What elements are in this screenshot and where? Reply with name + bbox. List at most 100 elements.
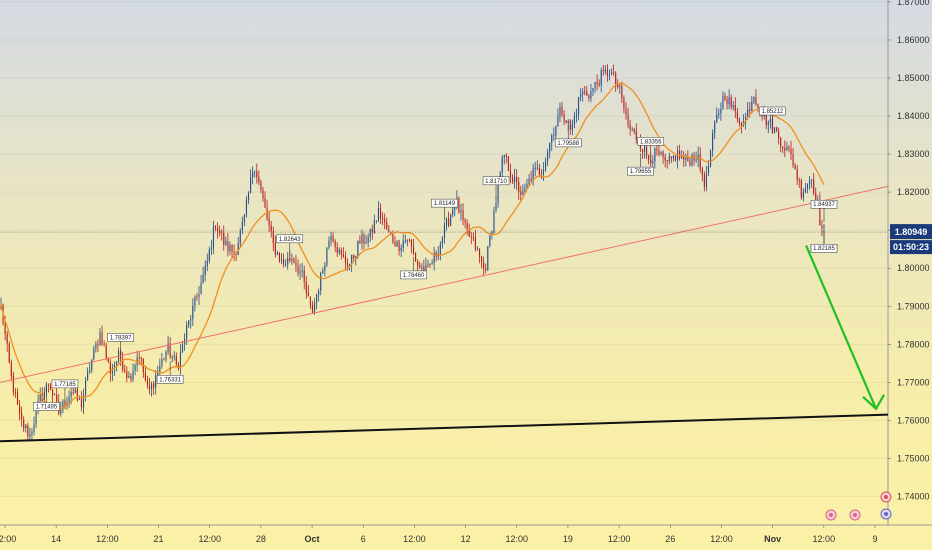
candle-body bbox=[408, 239, 410, 241]
candle-body bbox=[705, 173, 707, 187]
candle-body bbox=[21, 412, 23, 420]
annotation-box bbox=[482, 176, 510, 186]
candle-body bbox=[660, 151, 662, 155]
annotation-label: 1.83356 bbox=[640, 139, 662, 145]
economic-event-icon-dot bbox=[884, 512, 888, 516]
candle-body bbox=[662, 151, 664, 157]
candle-body bbox=[272, 231, 274, 244]
candle-body bbox=[542, 170, 545, 175]
candle-body bbox=[734, 105, 736, 112]
candle-body bbox=[732, 105, 734, 108]
candle-body bbox=[790, 148, 792, 155]
candle-body bbox=[262, 189, 264, 199]
candle-body bbox=[76, 389, 78, 400]
annotation-label: 1.71495 bbox=[36, 405, 58, 411]
candle-body bbox=[171, 357, 173, 358]
candle-body bbox=[198, 294, 200, 297]
candle-body bbox=[144, 372, 146, 381]
price-tick-label: 1.79000 bbox=[897, 301, 930, 311]
economic-event-icon-dot bbox=[853, 513, 857, 517]
candle-body bbox=[369, 228, 371, 238]
candle-body bbox=[208, 249, 210, 261]
candle-body bbox=[592, 88, 594, 91]
candle-body bbox=[398, 240, 400, 251]
candle-body bbox=[23, 419, 25, 429]
candle-body bbox=[25, 425, 27, 429]
candle-body bbox=[72, 392, 74, 393]
time-tick-label: 12:00 bbox=[710, 534, 733, 544]
price-annotation: 1.71495 bbox=[33, 388, 60, 411]
candle-body bbox=[326, 247, 328, 266]
time-tick-label: 19 bbox=[563, 534, 573, 544]
candle-body bbox=[410, 239, 413, 247]
candle-body bbox=[507, 156, 509, 171]
price-annotation: 1.83356 bbox=[637, 137, 664, 160]
annotation-box bbox=[107, 333, 134, 342]
time-tick-label: 12:00 bbox=[813, 534, 836, 544]
candle-body bbox=[318, 290, 320, 295]
candle-body bbox=[481, 256, 483, 263]
candle-body bbox=[551, 135, 553, 143]
candle-body bbox=[52, 389, 54, 396]
annotation-label: 1.82643 bbox=[279, 237, 301, 243]
candle-body bbox=[571, 124, 573, 130]
candle-body bbox=[18, 404, 21, 413]
candle-body bbox=[260, 182, 262, 190]
price-tick-label: 1.84000 bbox=[897, 111, 930, 121]
candle-body bbox=[66, 402, 68, 406]
candle-body bbox=[511, 177, 514, 183]
candle-body bbox=[31, 431, 33, 435]
candle-body bbox=[237, 243, 239, 255]
candle-body bbox=[476, 248, 479, 250]
candle-body bbox=[322, 270, 324, 273]
candle-body bbox=[351, 254, 353, 265]
candle-body bbox=[784, 148, 786, 151]
candle-body bbox=[417, 261, 419, 266]
candle-body bbox=[212, 226, 215, 248]
annotation-box bbox=[627, 166, 654, 176]
candle-body bbox=[396, 240, 398, 247]
candle-body bbox=[344, 256, 347, 263]
trendline bbox=[0, 185, 889, 383]
candle-body bbox=[596, 81, 598, 84]
candle-body bbox=[233, 252, 235, 254]
candle-body bbox=[159, 366, 161, 372]
candle-body bbox=[136, 357, 138, 365]
candle-body bbox=[404, 240, 406, 242]
candle-body bbox=[806, 184, 809, 189]
candle-body bbox=[101, 332, 103, 346]
candle-body bbox=[431, 263, 433, 265]
candle-body bbox=[468, 229, 470, 237]
annotation-label: 1.79588 bbox=[557, 141, 579, 147]
candle-body bbox=[808, 180, 811, 185]
candle-body bbox=[367, 237, 369, 243]
time-tick-label: 12:00 bbox=[96, 534, 119, 544]
candle-body bbox=[445, 218, 448, 226]
candle-body bbox=[97, 344, 99, 346]
candle-body bbox=[454, 206, 456, 210]
candle-body bbox=[270, 225, 272, 232]
candle-body bbox=[107, 357, 109, 362]
candle-body bbox=[115, 361, 118, 366]
price-annotation: 1.82185 bbox=[810, 230, 838, 253]
current-price-tag bbox=[890, 224, 932, 240]
time-tick-label: 14 bbox=[51, 534, 61, 544]
candle-body bbox=[400, 247, 402, 251]
candle-body bbox=[29, 434, 31, 437]
economic-event-icon-dot bbox=[884, 495, 888, 499]
candle-body bbox=[749, 109, 751, 111]
candle-body bbox=[200, 282, 202, 295]
candle-body bbox=[295, 263, 297, 267]
time-tick-label: 28 bbox=[256, 534, 266, 544]
candle-body bbox=[656, 148, 658, 151]
annotation-box bbox=[637, 137, 664, 146]
candle-body bbox=[716, 114, 718, 123]
candle-body bbox=[307, 292, 309, 297]
candle-body bbox=[423, 266, 425, 273]
candle-body bbox=[443, 225, 446, 239]
candle-body bbox=[819, 199, 821, 226]
candle-body bbox=[388, 229, 390, 232]
candle-body bbox=[728, 97, 730, 105]
candle-body bbox=[122, 359, 124, 370]
